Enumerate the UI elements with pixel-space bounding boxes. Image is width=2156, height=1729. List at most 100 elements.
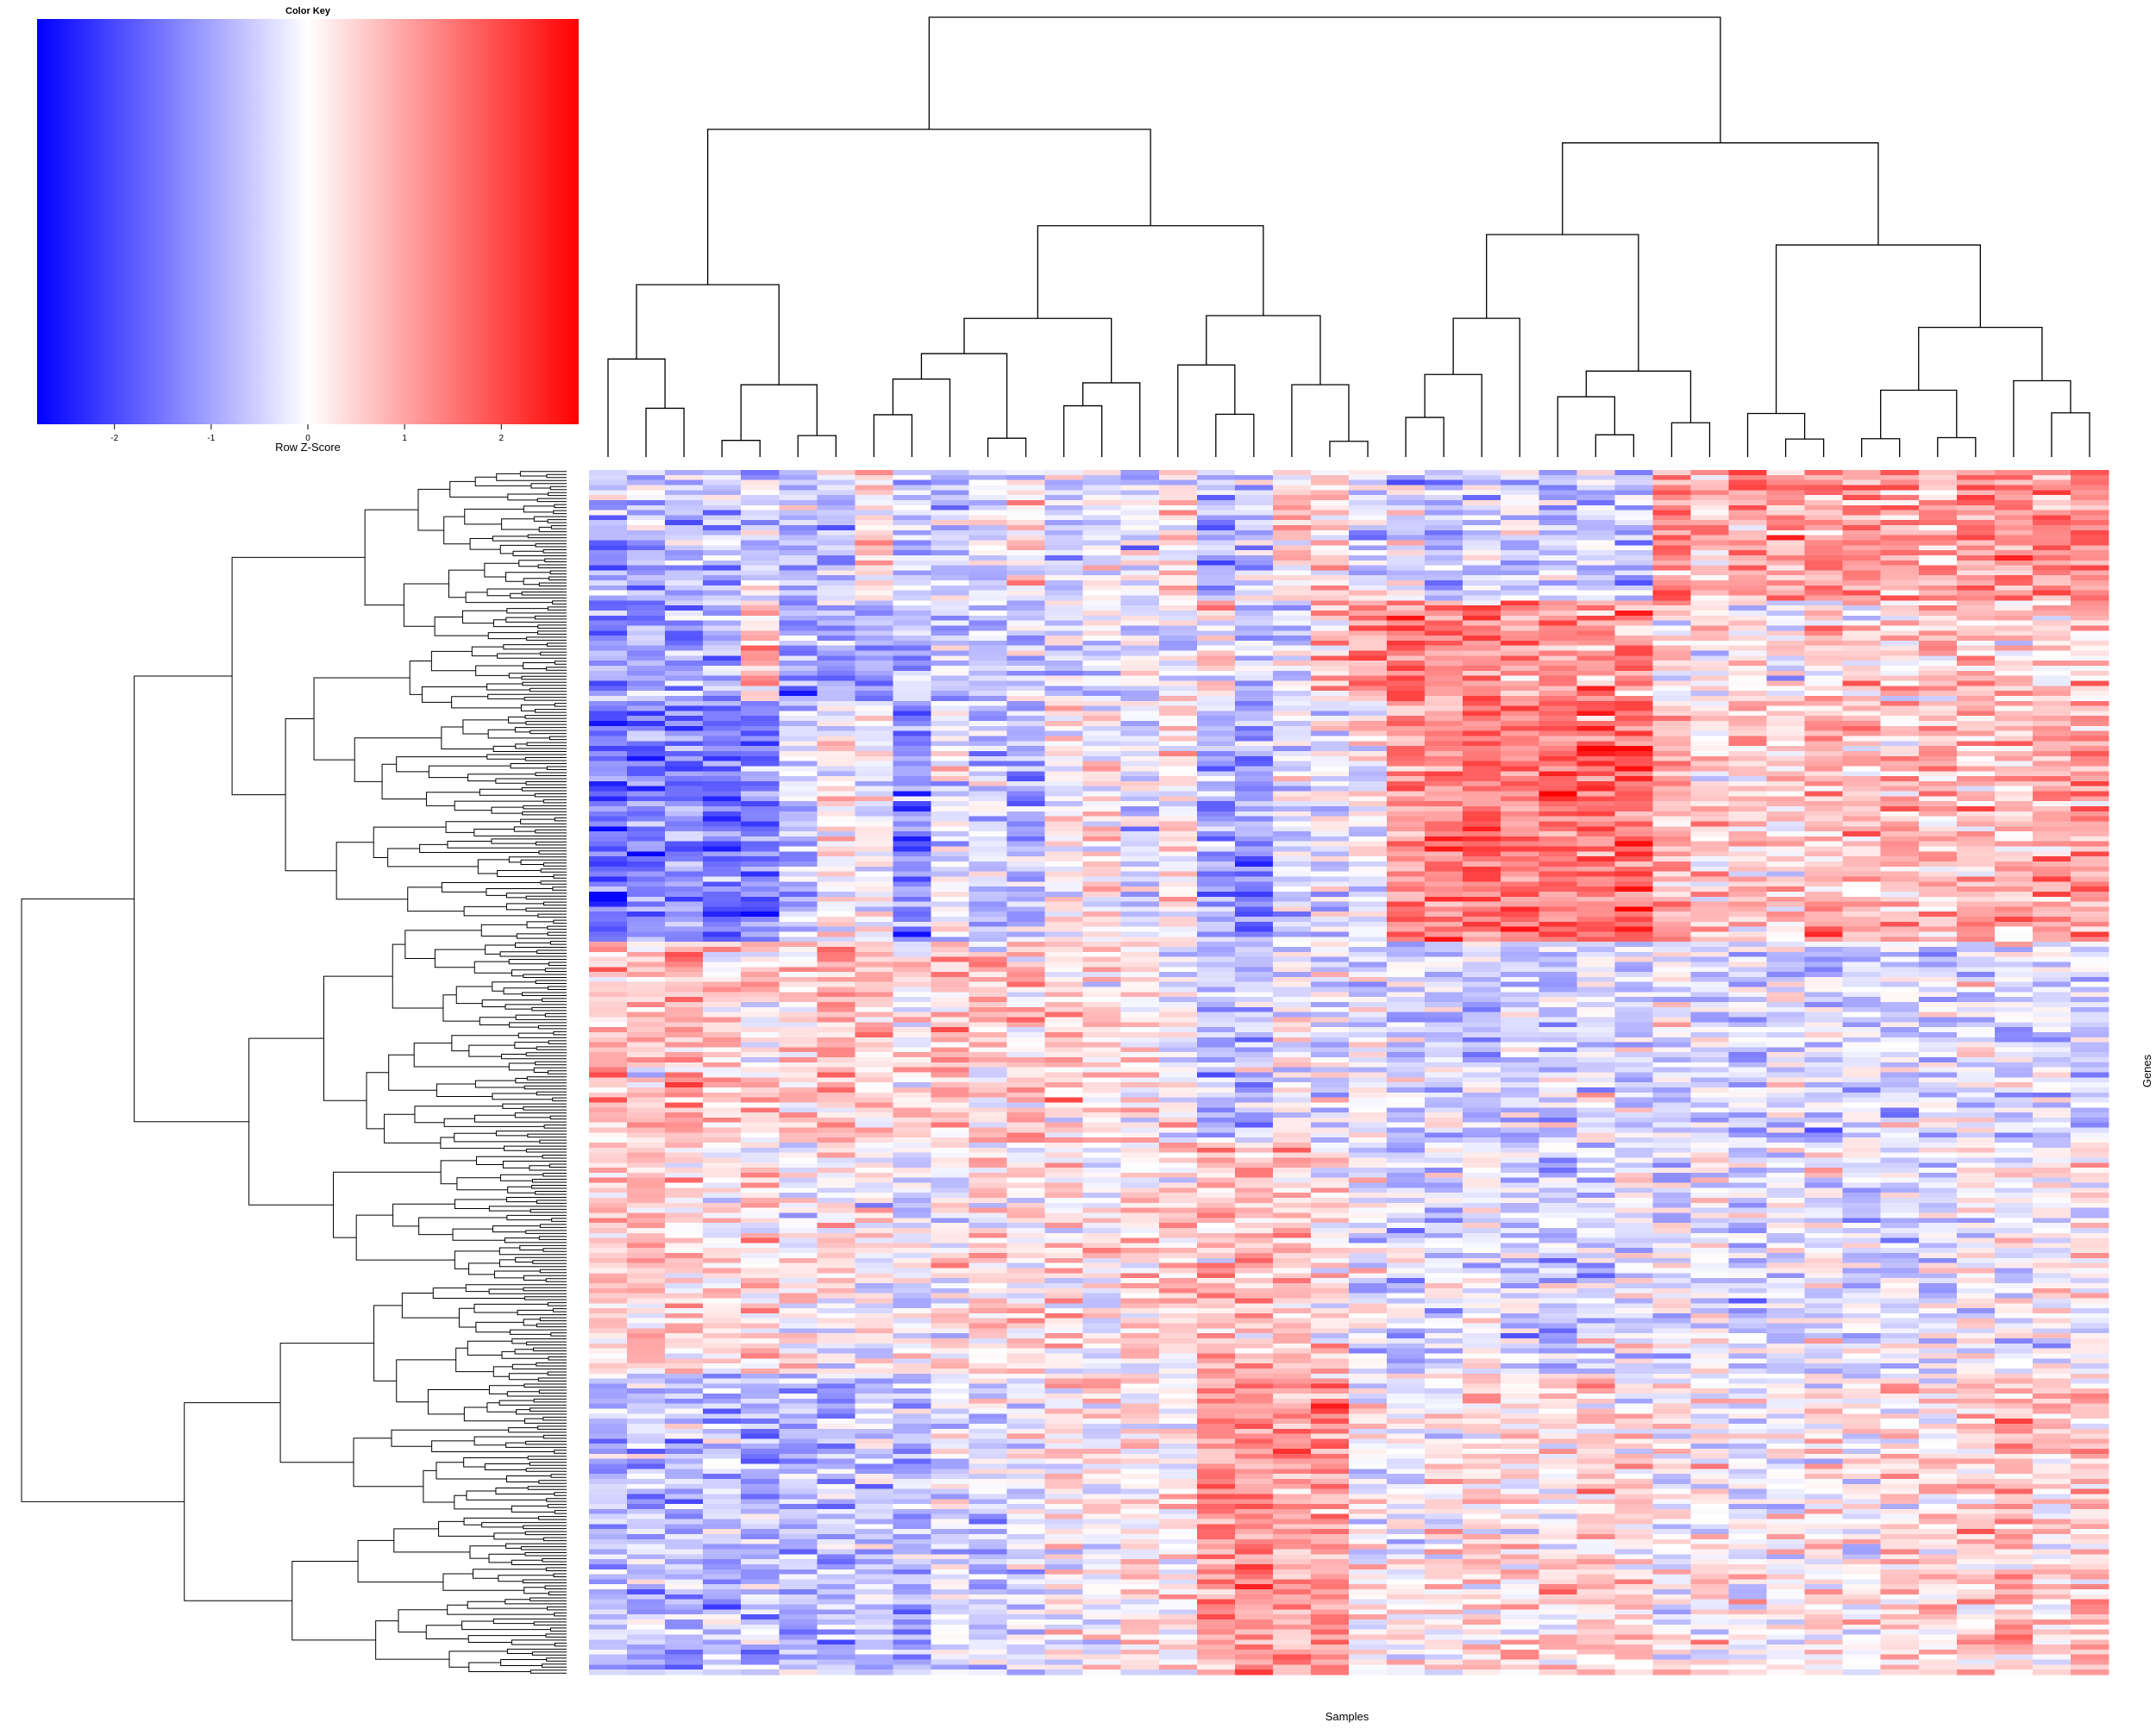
heatmap-cell xyxy=(1235,661,1274,666)
heatmap-cell xyxy=(1729,691,1768,696)
heatmap-cell xyxy=(1045,726,1084,731)
heatmap-cell xyxy=(1007,947,1046,952)
heatmap-cell xyxy=(2033,490,2071,495)
heatmap-cell xyxy=(779,686,818,691)
heatmap-cell xyxy=(1690,495,1729,500)
heatmap-cell xyxy=(1159,992,1198,997)
row-dendrogram-branch xyxy=(515,1350,567,1354)
heatmap-cell xyxy=(1083,997,1122,1002)
heatmap-cell xyxy=(665,977,704,982)
heatmap-cell xyxy=(2033,666,2071,671)
heatmap-cell xyxy=(627,586,666,591)
heatmap-cell xyxy=(1614,876,1653,881)
heatmap-cell xyxy=(855,906,893,911)
heatmap-cell xyxy=(2071,792,2109,797)
heatmap-cell xyxy=(703,651,742,656)
heatmap-cell xyxy=(1387,621,1426,626)
heatmap-cell xyxy=(1311,676,1350,681)
heatmap-cell xyxy=(1767,847,1806,852)
heatmap-cell xyxy=(1843,530,1882,536)
heatmap-cell xyxy=(969,1007,1008,1012)
heatmap-cell xyxy=(1652,786,1691,792)
heatmap-cell xyxy=(779,530,818,536)
heatmap-cell xyxy=(1273,1037,1312,1043)
heatmap-cell xyxy=(1881,792,1920,797)
heatmap-cell xyxy=(1501,530,1539,536)
heatmap-cell xyxy=(1159,611,1198,616)
heatmap-cell xyxy=(627,680,666,686)
row-dendrogram-branch xyxy=(523,805,567,808)
heatmap-cell xyxy=(1957,636,1996,641)
heatmap-cell xyxy=(1463,786,1501,792)
heatmap-cell xyxy=(1995,1002,2034,1007)
heatmap-cell xyxy=(1349,811,1388,817)
heatmap-cell xyxy=(855,671,893,676)
heatmap-cell xyxy=(1007,792,1046,797)
heatmap-cell xyxy=(1387,741,1426,746)
heatmap-cell xyxy=(1995,872,2034,877)
row-dendrogram-branch xyxy=(535,793,567,796)
heatmap-cell xyxy=(1539,902,1577,907)
heatmap-cell xyxy=(1045,771,1084,776)
heatmap-cell xyxy=(1576,876,1615,881)
heatmap-cell xyxy=(1083,540,1122,545)
heatmap-cell xyxy=(1690,1002,1729,1007)
heatmap-cell xyxy=(1652,836,1691,842)
heatmap-cell xyxy=(1614,817,1653,822)
heatmap-cell xyxy=(627,736,666,742)
heatmap-cell xyxy=(1805,545,1844,550)
heatmap-cell xyxy=(1463,847,1501,852)
heatmap-cell xyxy=(1235,636,1274,641)
heatmap-cell xyxy=(1690,621,1729,626)
heatmap-cell xyxy=(817,751,856,756)
heatmap-cell xyxy=(627,922,666,927)
heatmap-cell xyxy=(1767,661,1806,666)
heatmap-cell xyxy=(703,515,742,520)
heatmap-cell xyxy=(703,575,742,580)
heatmap-cell xyxy=(741,596,780,601)
heatmap-cell xyxy=(1083,561,1122,566)
heatmap-cell xyxy=(1576,932,1615,937)
heatmap-cell xyxy=(2071,806,2109,811)
heatmap-cell xyxy=(931,540,969,545)
heatmap-cell xyxy=(1311,942,1350,947)
heatmap-cell xyxy=(1311,781,1350,786)
heatmap-cell xyxy=(1539,661,1577,666)
heatmap-cell xyxy=(1463,902,1501,907)
heatmap-cell xyxy=(665,967,704,972)
heatmap-cell xyxy=(1463,867,1501,872)
heatmap-cell xyxy=(741,495,780,500)
heatmap-cell xyxy=(893,957,931,962)
heatmap-cell xyxy=(1805,766,1844,771)
heatmap-cell xyxy=(817,561,856,566)
heatmap-cell xyxy=(1197,515,1236,520)
heatmap-cell xyxy=(1995,906,2034,911)
heatmap-cell xyxy=(893,781,931,786)
heatmap-cell xyxy=(1083,781,1122,786)
heatmap-cell xyxy=(1121,811,1160,817)
heatmap-cell xyxy=(1501,741,1539,746)
heatmap-cell xyxy=(893,520,931,525)
heatmap-cell xyxy=(1083,536,1122,541)
heatmap-cell xyxy=(741,661,780,666)
row-dendrogram-branch xyxy=(442,882,541,892)
heatmap-cell xyxy=(1007,555,1046,561)
heatmap-cell xyxy=(1045,972,1084,977)
heatmap-cell xyxy=(779,555,818,561)
heatmap-cell xyxy=(1387,721,1426,726)
heatmap-cell xyxy=(779,826,818,831)
heatmap-cell xyxy=(2071,511,2109,516)
row-dendrogram-branch xyxy=(507,904,544,910)
heatmap-cell xyxy=(1995,1012,2034,1018)
heatmap-cell xyxy=(969,490,1008,495)
heatmap-cell xyxy=(1729,696,1768,701)
heatmap-cell xyxy=(1919,867,1958,872)
heatmap-cell xyxy=(1843,811,1882,817)
heatmap-cell xyxy=(1995,736,2034,742)
heatmap-cell xyxy=(1843,570,1882,575)
row-dendrogram-branch xyxy=(436,1463,506,1479)
heatmap-cell xyxy=(1690,1012,1729,1018)
heatmap-cell xyxy=(1425,992,1463,997)
heatmap-cell xyxy=(1159,651,1198,656)
heatmap-cell xyxy=(779,766,818,771)
